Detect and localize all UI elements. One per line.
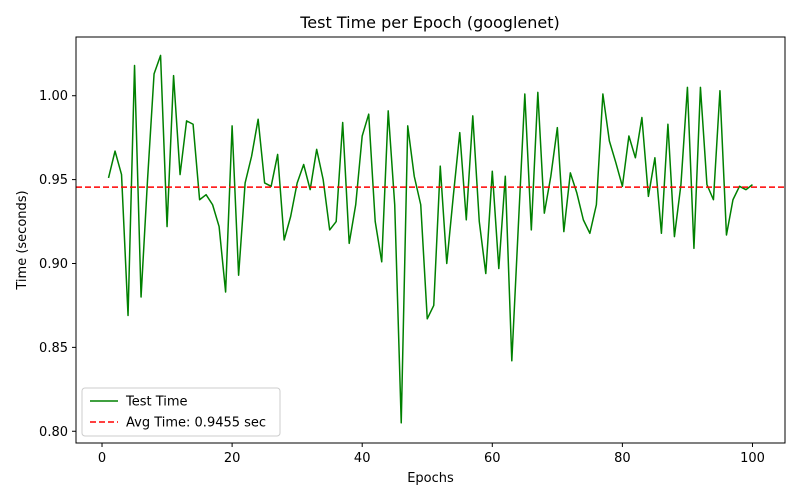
x-tick-label: 80: [614, 451, 631, 466]
y-axis: 0.80 0.85 0.90 0.95 1.00: [39, 89, 76, 440]
x-axis: 0 20 40 60 80 100: [98, 443, 765, 466]
y-axis-label: Time (seconds): [15, 190, 30, 290]
y-tick-label: 0.80: [39, 425, 68, 440]
x-tick-label: 40: [354, 451, 371, 466]
legend-label-avg-time: Avg Time: 0.9455 sec: [126, 416, 266, 431]
x-tick-label: 60: [484, 451, 501, 466]
x-tick-label: 0: [98, 451, 106, 466]
plot-content: [76, 54, 785, 424]
x-tick-label: 100: [740, 451, 765, 466]
plot-frame: [75, 36, 786, 444]
y-tick-label: 0.85: [39, 341, 68, 356]
y-tick-label: 0.90: [39, 257, 68, 272]
y-tick-label: 0.95: [39, 173, 68, 188]
legend-box: [81, 387, 281, 437]
legend-label-test-time: Test Time: [125, 395, 188, 410]
x-axis-label: Epochs: [407, 471, 454, 486]
series-line-test-time: [107, 54, 753, 424]
y-tick-label: 1.00: [39, 89, 68, 104]
x-tick-label: 20: [224, 451, 241, 466]
chart-title: Test Time per Epoch (googlenet): [299, 13, 560, 32]
legend: Test Time Avg Time: 0.9455 sec: [81, 387, 281, 437]
